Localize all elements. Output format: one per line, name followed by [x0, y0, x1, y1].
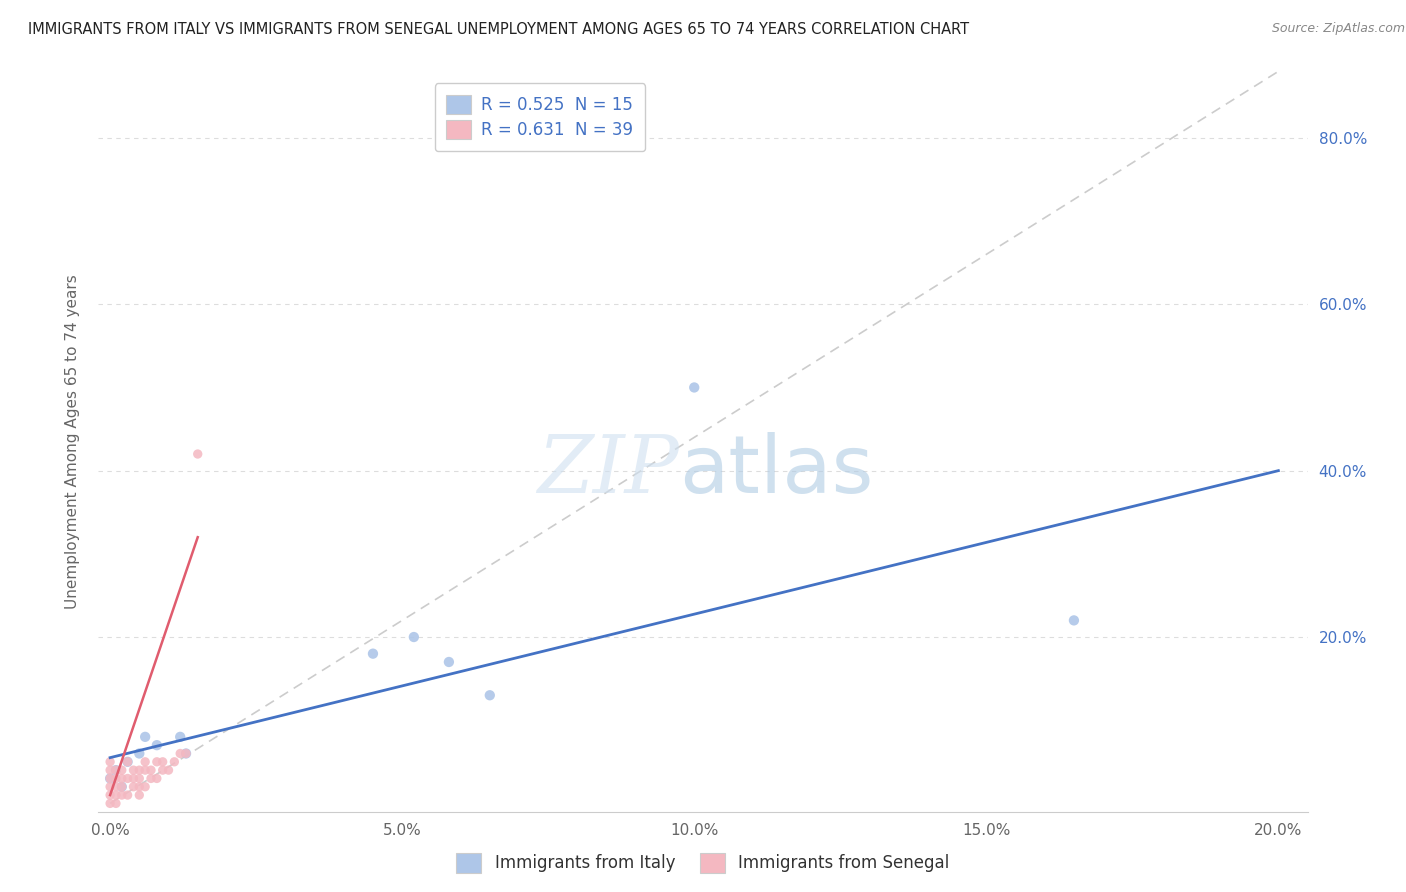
Point: [402, 630, 425, 644]
Point: [98, 755, 121, 769]
Point: [174, 747, 197, 761]
Point: [128, 788, 150, 802]
Point: [98, 788, 121, 802]
Point: [111, 772, 134, 786]
Point: [117, 788, 139, 802]
Text: atlas: atlas: [679, 432, 873, 510]
Point: [361, 647, 384, 661]
Point: [683, 380, 706, 394]
Point: [1063, 614, 1085, 628]
Point: [128, 780, 150, 794]
Point: [134, 780, 156, 794]
Text: Source: ZipAtlas.com: Source: ZipAtlas.com: [1272, 22, 1406, 36]
Y-axis label: Unemployment Among Ages 65 to 74 years: Unemployment Among Ages 65 to 74 years: [65, 274, 80, 609]
Point: [134, 755, 156, 769]
Point: [152, 755, 174, 769]
Text: IMMIGRANTS FROM ITALY VS IMMIGRANTS FROM SENEGAL UNEMPLOYMENT AMONG AGES 65 TO 7: IMMIGRANTS FROM ITALY VS IMMIGRANTS FROM…: [28, 22, 969, 37]
Point: [117, 772, 139, 786]
Point: [187, 447, 209, 461]
Point: [146, 755, 169, 769]
Point: [104, 797, 127, 811]
Point: [139, 763, 162, 777]
Point: [98, 772, 121, 786]
Point: [117, 755, 139, 769]
Point: [134, 763, 156, 777]
Point: [139, 772, 162, 786]
Point: [478, 688, 501, 702]
Point: [146, 738, 169, 752]
Point: [104, 763, 127, 777]
Point: [157, 763, 180, 777]
Point: [98, 797, 121, 811]
Point: [122, 763, 145, 777]
Point: [104, 788, 127, 802]
Point: [98, 780, 121, 794]
Point: [122, 772, 145, 786]
Point: [104, 780, 127, 794]
Point: [98, 772, 121, 786]
Point: [128, 747, 150, 761]
Point: [146, 772, 169, 786]
Point: [111, 780, 134, 794]
Point: [169, 730, 191, 744]
Point: [111, 763, 134, 777]
Point: [104, 772, 127, 786]
Point: [111, 788, 134, 802]
Legend: Immigrants from Italy, Immigrants from Senegal: Immigrants from Italy, Immigrants from S…: [450, 847, 956, 880]
Legend: R = 0.525  N = 15, R = 0.631  N = 39: R = 0.525 N = 15, R = 0.631 N = 39: [434, 83, 645, 151]
Point: [163, 755, 186, 769]
Point: [128, 772, 150, 786]
Point: [117, 755, 139, 769]
Point: [174, 747, 197, 761]
Point: [134, 730, 156, 744]
Point: [437, 655, 460, 669]
Point: [128, 763, 150, 777]
Point: [122, 780, 145, 794]
Text: ZIP: ZIP: [537, 433, 679, 510]
Point: [111, 780, 134, 794]
Point: [169, 747, 191, 761]
Point: [98, 763, 121, 777]
Point: [152, 763, 174, 777]
Point: [104, 763, 127, 777]
